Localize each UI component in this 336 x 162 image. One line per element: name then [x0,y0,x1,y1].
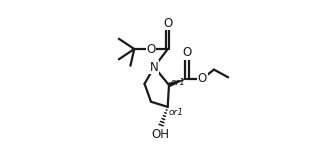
Text: O: O [182,46,192,59]
Text: or1: or1 [170,78,185,87]
Text: O: O [198,72,207,85]
Polygon shape [168,79,187,87]
Text: OH: OH [151,128,169,141]
Text: or1: or1 [169,108,184,117]
Text: O: O [146,42,156,56]
Text: O: O [163,17,172,30]
Text: N: N [150,61,159,74]
